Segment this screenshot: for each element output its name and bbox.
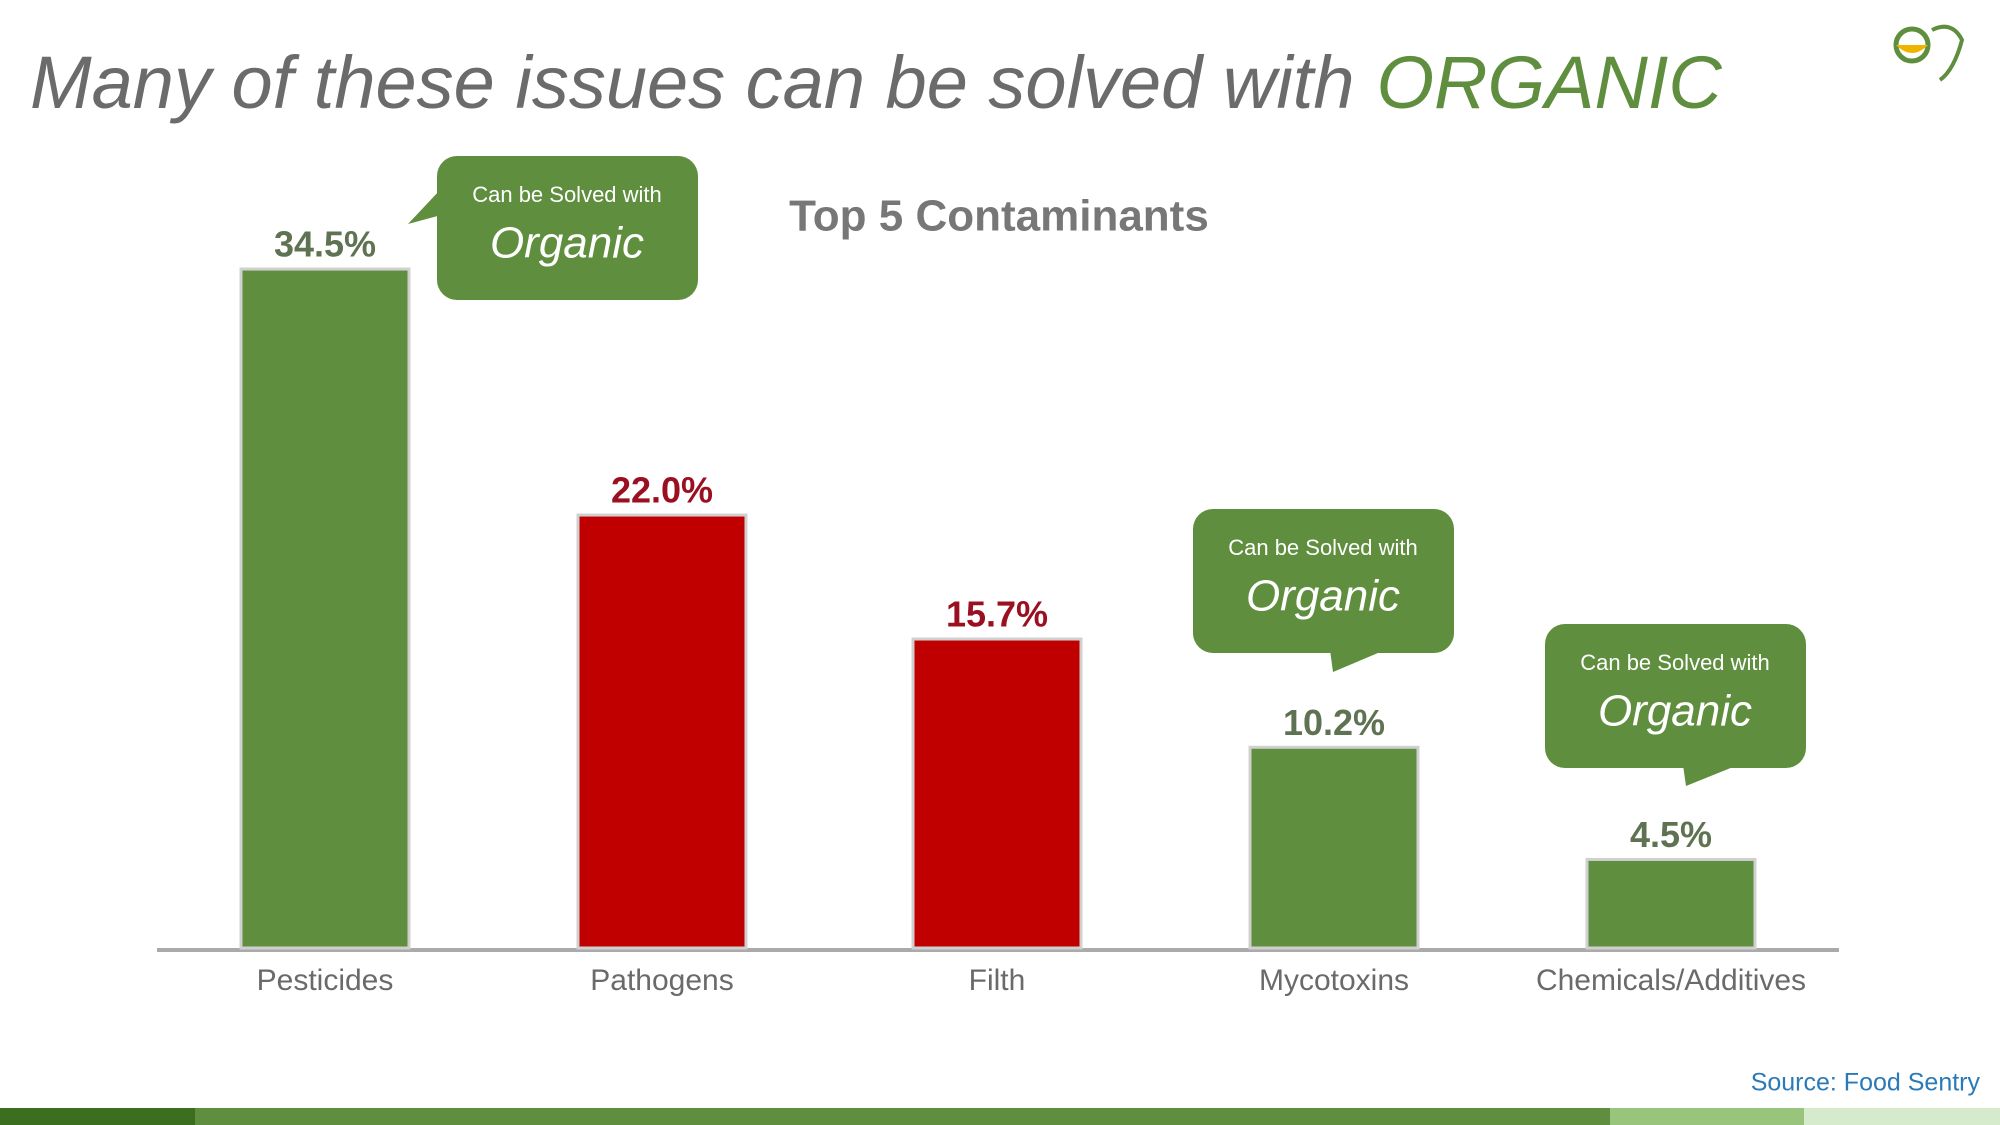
stripe: [0, 1108, 195, 1125]
logo-leaf: [1896, 45, 1928, 53]
callout-box: [1193, 509, 1454, 653]
title-text: Many of these issues can be solved with: [30, 41, 1354, 124]
source: Source: Food Sentry: [1751, 1069, 1981, 1097]
bar: [1248, 745, 1420, 950]
logo: [1893, 24, 1965, 82]
callout-text: Can be Solved with: [472, 182, 662, 207]
value-label: 15.7%: [946, 594, 1048, 635]
callout-emphasis: Organic: [1246, 572, 1400, 621]
x-tick-label: Mycotoxins: [1259, 964, 1409, 997]
bar: [1585, 857, 1757, 950]
title-emphasis: ORGANIC: [1376, 41, 1722, 124]
callout: Can be Solved with Organic: [408, 156, 698, 300]
stripe: [1804, 1108, 2000, 1125]
callout: Can be Solved with Organic: [1193, 509, 1454, 672]
bar: [576, 513, 748, 950]
bar: [911, 637, 1083, 950]
x-tick-label: Chemicals/Additives: [1536, 964, 1806, 997]
x-tick-label: Pathogens: [590, 964, 733, 997]
callout-tail: [1683, 765, 1738, 786]
logo-mark: [1931, 24, 1965, 82]
value-label: 22.0%: [611, 470, 713, 511]
callout-tail: [1330, 650, 1385, 672]
callout-tail: [408, 190, 445, 224]
callout-box: [437, 156, 698, 300]
chart-title: Top 5 Contaminants: [789, 192, 1209, 241]
stripe: [1610, 1108, 1804, 1125]
callout-emphasis: Organic: [1598, 687, 1752, 736]
callout-box: [1545, 624, 1806, 768]
callout-text: Can be Solved with: [1580, 650, 1770, 675]
footer-stripe: [0, 1108, 2000, 1125]
bar: [239, 267, 411, 950]
slide-title: Many of these issues can be solved with O…: [30, 41, 1722, 124]
x-tick-label: Pesticides: [257, 964, 394, 997]
value-label: 34.5%: [274, 224, 376, 265]
value-label: 4.5%: [1630, 814, 1712, 855]
x-tick-label: Filth: [969, 964, 1026, 997]
value-label: 10.2%: [1283, 702, 1385, 743]
callout-text: Can be Solved with: [1228, 535, 1418, 560]
callout-emphasis: Organic: [490, 219, 644, 268]
stripe: [195, 1108, 1610, 1125]
callout: Can be Solved with Organic: [1545, 624, 1806, 786]
